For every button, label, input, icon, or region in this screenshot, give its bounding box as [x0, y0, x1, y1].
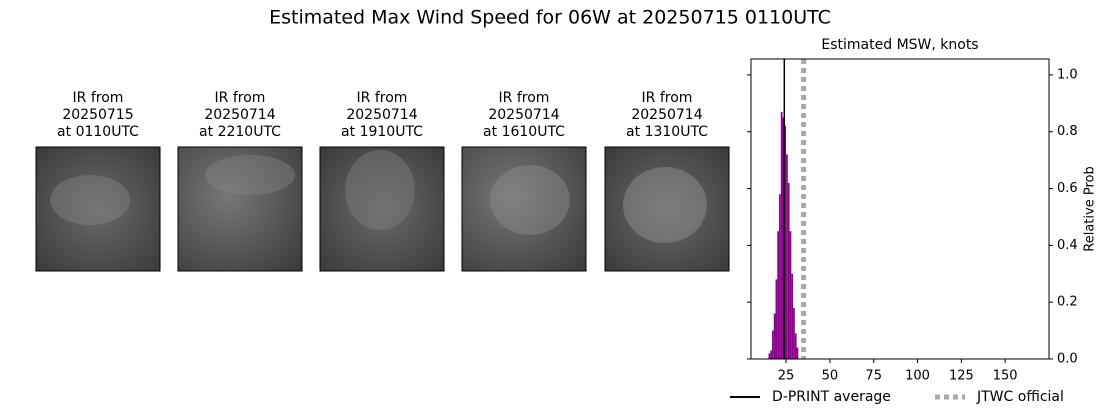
x-tick-label: 25	[778, 369, 795, 384]
bar	[770, 350, 773, 359]
cloud	[623, 167, 707, 243]
x-tick-label: 75	[865, 369, 882, 384]
y-tick-label: 0.0	[1057, 352, 1078, 367]
x-tick-label: 150	[993, 369, 1018, 384]
legend-label: JTWC official	[976, 389, 1064, 405]
panel-title: at 1910UTC	[341, 124, 423, 140]
bar	[772, 330, 774, 359]
bar	[775, 279, 778, 359]
panel-title: 20250714	[488, 107, 559, 123]
y-tick-label: 0.4	[1057, 238, 1078, 253]
y-axis-label: Relative Prob	[1083, 166, 1098, 251]
ir-images	[35, 146, 730, 272]
bar	[782, 117, 785, 359]
cloud	[490, 165, 570, 235]
cloud	[205, 155, 295, 195]
bar	[796, 347, 799, 359]
y-tick-label: 0.2	[1057, 295, 1078, 310]
bar	[768, 353, 771, 359]
panel-title: at 1610UTC	[483, 124, 565, 140]
panel-title: IR from	[73, 90, 124, 106]
chart-title: Estimated MSW, knots	[821, 37, 978, 53]
panel-title: 20250714	[346, 107, 417, 123]
y-tick-label: 1.0	[1057, 67, 1078, 82]
panel-title: 20250714	[204, 107, 275, 123]
cloud	[50, 175, 130, 225]
bar	[793, 307, 795, 359]
panel-title: IR from	[357, 90, 408, 106]
y-tick-label: 0.6	[1057, 181, 1078, 196]
bar	[777, 231, 780, 359]
bar	[779, 194, 781, 359]
bar	[791, 273, 794, 359]
panel-title: IR from	[642, 90, 693, 106]
ir-image	[35, 146, 161, 272]
panel-title: IR from	[499, 90, 550, 106]
plot-frame	[750, 58, 1050, 360]
panel-title: 20250714	[631, 107, 702, 123]
bar	[773, 313, 776, 359]
x-tick-label: 125	[949, 369, 974, 384]
panel-title: at 0110UTC	[57, 124, 139, 140]
bar	[780, 111, 783, 359]
ir-image	[461, 146, 587, 272]
x-tick-label: 50	[822, 369, 839, 384]
bar	[786, 154, 788, 359]
y-tick-label: 0.8	[1057, 124, 1078, 139]
panel-title: 20250715	[62, 107, 133, 123]
panel-title: IR from	[215, 90, 266, 106]
figure-title: Estimated Max Wind Speed for 06W at 2025…	[269, 7, 831, 29]
panel-title: at 2210UTC	[199, 124, 281, 140]
cloud	[345, 150, 415, 230]
bar	[789, 231, 792, 359]
bar	[787, 182, 790, 359]
panel-title: at 1310UTC	[626, 124, 708, 140]
bar	[784, 126, 787, 359]
ir-image	[604, 146, 730, 272]
legend-label: D-PRINT average	[772, 389, 891, 405]
ir-image	[177, 146, 303, 272]
x-tick-label: 100	[905, 369, 930, 384]
bar	[794, 333, 797, 359]
